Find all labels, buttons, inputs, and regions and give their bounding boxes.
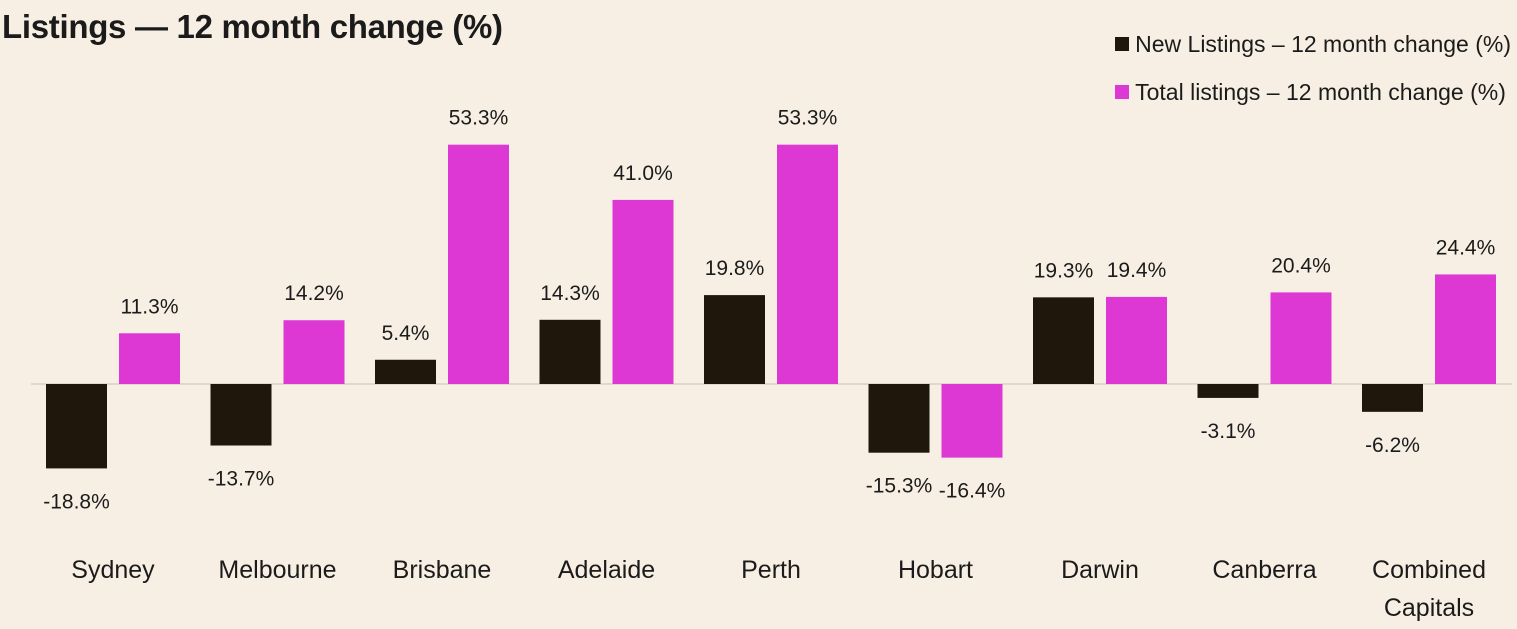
category-label-line: Perth [741,556,801,584]
bar-new-listings-canberra [1197,384,1259,398]
data-label-total-listings-melbourne: 14.2% [284,282,344,305]
category-label-combined-capitals: Combined Capitals [1372,556,1486,622]
category-label-canberra: Canberra [1212,556,1316,584]
data-label-total-listings-darwin: 19.4% [1107,259,1167,282]
category-label-sydney: Sydney [71,556,155,584]
bar-new-listings-sydney [46,384,107,469]
chart-title: Listings — 12 month change (%) [2,8,503,45]
data-label-new-listings-melbourne: -13.7% [208,468,275,491]
category-label-line: Adelaide [558,556,655,584]
category-label-line: Canberra [1212,556,1316,584]
data-label-total-listings-adelaide: 41.0% [613,162,673,185]
data-label-new-listings-canberra: -3.1% [1201,420,1256,443]
data-label-total-listings-hobart: -16.4% [939,480,1006,503]
bar-new-listings-darwin [1033,297,1094,384]
data-label-total-listings-combined-capitals: 24.4% [1436,236,1496,259]
legend-swatch-total-listings [1115,85,1130,99]
category-label-adelaide: Adelaide [558,556,655,584]
data-label-total-listings-brisbane: 53.3% [449,107,509,130]
category-label-darwin: Darwin [1061,556,1139,584]
data-label-total-listings-canberra: 20.4% [1271,254,1331,277]
category-label-line: Capitals [1384,594,1474,622]
bar-total-listings-sydney [119,333,180,384]
bar-total-listings-darwin [1106,296,1167,384]
bar-new-listings-combined-capitals [1362,384,1423,412]
data-label-new-listings-perth: 19.8% [705,257,765,280]
category-label-line: Sydney [71,556,155,584]
data-label-total-listings-perth: 53.3% [778,107,838,130]
legend-label-new-listings: New Listings – 12 month change (%) [1135,31,1511,57]
legend: New Listings – 12 month change (%) Total… [1115,20,1511,116]
category-label-perth: Perth [741,556,801,584]
bar-total-listings-brisbane [448,144,509,384]
bar-total-listings-perth [777,144,838,384]
bar-total-listings-combined-capitals [1435,274,1496,384]
bar-new-listings-adelaide [539,319,601,384]
bar-total-listings-canberra [1270,292,1332,384]
category-label-line: Hobart [898,556,973,584]
category-label-melbourne: Melbourne [218,556,336,584]
data-label-new-listings-darwin: 19.3% [1034,259,1094,282]
category-label-line: Brisbane [393,556,492,584]
legend-item-new-listings: New Listings – 12 month change (%) [1115,20,1511,68]
bar-total-listings-hobart [941,384,1003,458]
legend-label-total-listings: Total listings – 12 month change (%) [1135,79,1506,105]
bar-new-listings-perth [704,295,765,384]
category-label-brisbane: Brisbane [393,556,492,584]
category-label-line: Melbourne [218,556,336,584]
data-label-total-listings-sydney: 11.3% [121,295,179,318]
data-label-new-listings-brisbane: 5.4% [382,322,430,345]
category-label-line: Darwin [1061,556,1139,584]
data-label-new-listings-sydney: -18.8% [43,490,110,513]
bar-total-listings-melbourne [283,320,345,384]
category-label-line: Combined [1372,556,1486,584]
data-label-new-listings-adelaide: 14.3% [540,282,600,305]
bar-new-listings-hobart [868,384,930,453]
bar-new-listings-melbourne [210,384,272,446]
data-label-new-listings-hobart: -15.3% [866,475,933,498]
legend-swatch-new-listings [1115,37,1130,51]
category-label-hobart: Hobart [898,556,973,584]
data-label-new-listings-combined-capitals: -6.2% [1365,434,1420,457]
bar-new-listings-brisbane [375,359,436,384]
bar-total-listings-adelaide [612,199,674,384]
legend-item-total-listings: Total listings – 12 month change (%) [1115,68,1511,116]
